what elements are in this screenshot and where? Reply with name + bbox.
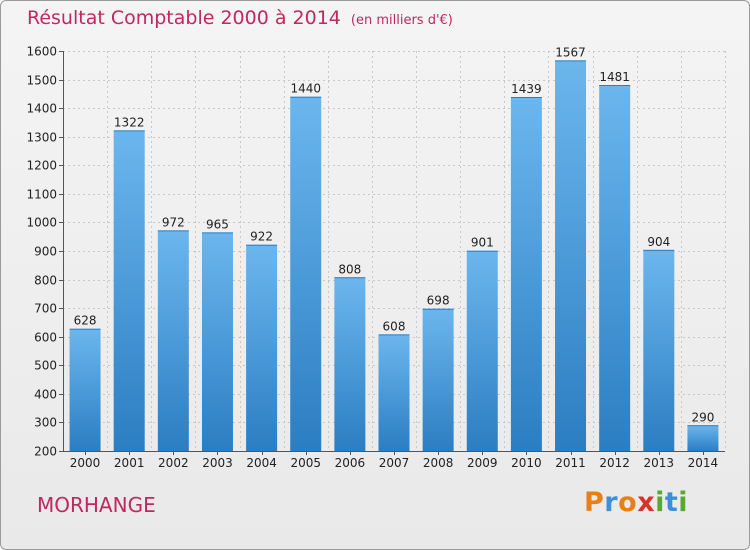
y-tick-label: 1000 <box>26 216 57 230</box>
y-tick-label: 700 <box>34 302 57 316</box>
bar-value-label: 922 <box>250 230 273 244</box>
bar <box>643 249 675 451</box>
logo-letter: r <box>604 487 619 518</box>
x-tick-label: 2007 <box>379 456 410 470</box>
bar <box>334 277 366 451</box>
x-tick-label: 2004 <box>246 456 277 470</box>
y-tick-label: 300 <box>34 416 57 430</box>
x-tick-label: 2014 <box>688 456 719 470</box>
bar <box>555 60 587 452</box>
y-tick-label: 500 <box>34 359 57 373</box>
logo-letter: P <box>584 487 605 518</box>
x-tick-label: 2002 <box>158 456 189 470</box>
bar-value-label: 608 <box>383 319 406 333</box>
proxiti-logo[interactable]: Proxiti <box>584 487 688 518</box>
y-tick-label: 900 <box>34 245 57 259</box>
bar-value-label: 904 <box>647 235 670 249</box>
x-tick-label: 2005 <box>290 456 321 470</box>
y-tick-label: 1300 <box>26 131 57 145</box>
bar <box>201 232 233 451</box>
axis-layer: 200 300 400 500 600 700 800 900 1000 1100 1200 1300… <box>26 45 725 459</box>
x-tick-label: 2001 <box>114 456 145 470</box>
bar <box>113 130 145 451</box>
logo-letter: i <box>678 487 689 518</box>
y-tick-label: 800 <box>34 274 57 288</box>
bar <box>290 96 322 451</box>
x-tick-label: 2000 <box>70 456 101 470</box>
y-tick-label: 1500 <box>26 74 57 88</box>
bar <box>466 250 498 451</box>
y-tick-label: 200 <box>34 445 57 459</box>
bar-value-label: 1481 <box>599 70 630 84</box>
y-tick-label: 1100 <box>26 188 57 202</box>
chart-title: Résultat Comptable 2000 à 2014 <box>27 7 341 29</box>
chart-title-block: Résultat Comptable 2000 à 2014 (en millie… <box>27 7 453 29</box>
bar <box>510 97 542 451</box>
x-tick-label: 2013 <box>644 456 675 470</box>
bar-value-label: 290 <box>691 410 714 424</box>
bar <box>69 328 101 451</box>
logo-letter: o <box>618 487 638 518</box>
x-tick-label: 2011 <box>555 456 586 470</box>
bar-value-label: 1440 <box>290 82 321 96</box>
x-tick-label: 2010 <box>511 456 542 470</box>
bar-value-label: 972 <box>162 215 185 229</box>
x-tick-label: 2003 <box>202 456 233 470</box>
bar-value-label: 901 <box>471 236 494 250</box>
bar-value-label: 965 <box>206 217 229 231</box>
chart-unit: (en milliers d'€) <box>350 13 453 28</box>
x-tick-label: 2008 <box>423 456 454 470</box>
x-tick-label: 2012 <box>599 456 630 470</box>
bar <box>246 244 278 451</box>
commune-name: MORHANGE <box>37 493 156 517</box>
bar <box>599 85 631 451</box>
bar-value-label: 1322 <box>114 115 145 129</box>
bar-value-label: 698 <box>427 294 450 308</box>
y-tick-label: 600 <box>34 331 57 345</box>
y-tick-label: 1400 <box>26 102 57 116</box>
bar <box>422 308 454 451</box>
label-layer: 628 2000 1322 2001 972 2002 965 2003 922 2004 1440… <box>70 45 718 470</box>
bar <box>378 334 410 451</box>
bar <box>687 425 719 451</box>
y-tick-label: 1600 <box>26 45 57 59</box>
bar <box>157 230 189 451</box>
bar-value-label: 808 <box>338 262 361 276</box>
y-tick-label: 400 <box>34 388 57 402</box>
y-tick-label: 1200 <box>26 159 57 173</box>
logo-letter: t <box>664 487 679 518</box>
bar-value-label: 628 <box>74 314 97 328</box>
bar-layer <box>69 60 719 452</box>
bar-value-label: 1567 <box>555 45 586 59</box>
logo-letter: x <box>637 487 656 518</box>
x-tick-label: 2009 <box>467 456 498 470</box>
bar-value-label: 1439 <box>511 82 542 96</box>
x-tick-label: 2006 <box>335 456 366 470</box>
logo-letter: i <box>655 487 665 518</box>
